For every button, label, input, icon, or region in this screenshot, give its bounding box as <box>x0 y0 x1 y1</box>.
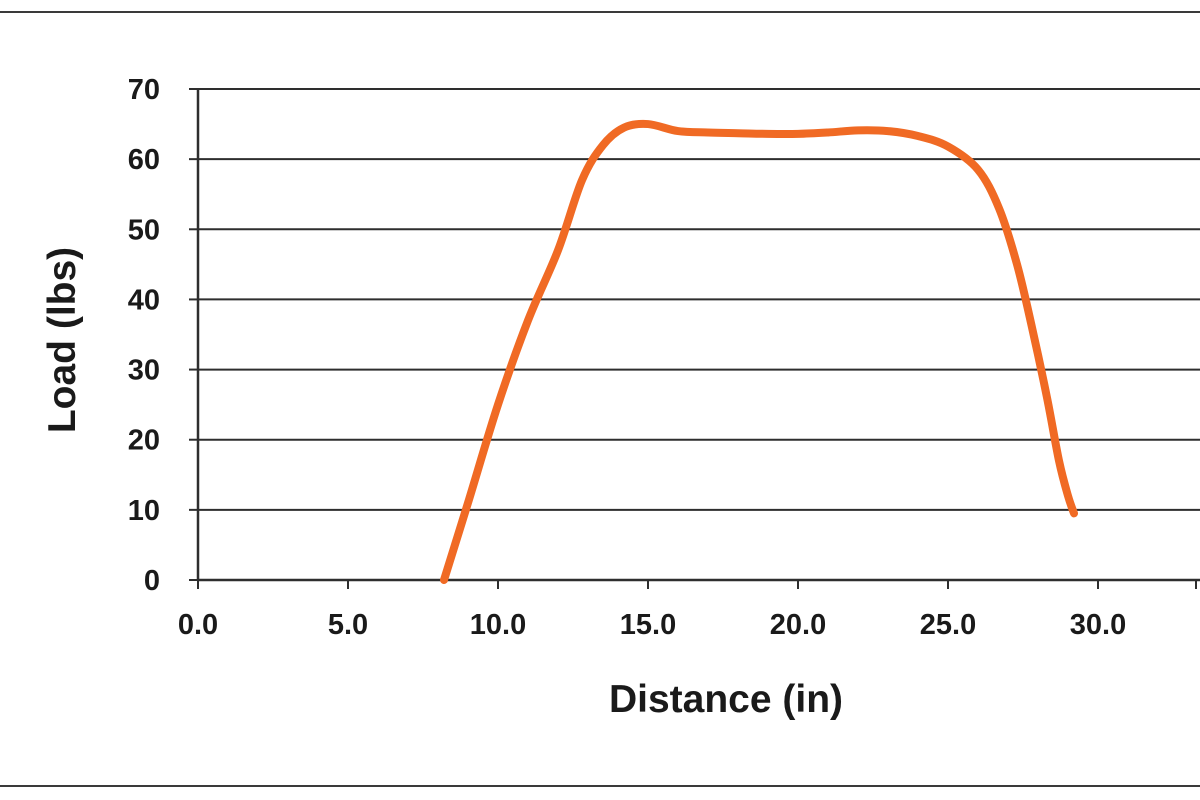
y-tick-label: 20 <box>128 425 160 457</box>
x-tick-label: 25.0 <box>920 609 976 641</box>
y-tick-label: 70 <box>128 74 160 106</box>
x-tick-label: 15.0 <box>620 609 676 641</box>
y-tick-label: 40 <box>128 284 160 316</box>
x-tick-label: 30.0 <box>1070 609 1126 641</box>
top-border <box>0 11 1200 13</box>
series-line-load <box>440 119 1078 584</box>
y-tick-label: 0 <box>144 565 160 597</box>
y-tick-label: 50 <box>128 214 160 246</box>
series-layer <box>440 119 1078 584</box>
x-axis-title: Distance (in) <box>609 678 843 721</box>
y-tick-label: 10 <box>128 495 160 527</box>
x-tick-label: 10.0 <box>470 609 526 641</box>
x-tick-label: 20.0 <box>770 609 826 641</box>
x-tick-label: 5.0 <box>328 609 368 641</box>
x-tick-label: 0.0 <box>178 609 218 641</box>
y-axis-title: Load (lbs) <box>41 247 84 433</box>
y-tick-label: 30 <box>128 355 160 387</box>
grid-lines <box>198 88 1200 511</box>
axes <box>189 88 1200 589</box>
bottom-border <box>0 785 1200 787</box>
y-tick-label: 60 <box>128 144 160 176</box>
tick-labels: 0 10 20 30 40 50 60 70 0.0 5.0 10.0 15.0 20.0 25.0 30.… <box>128 74 1126 641</box>
